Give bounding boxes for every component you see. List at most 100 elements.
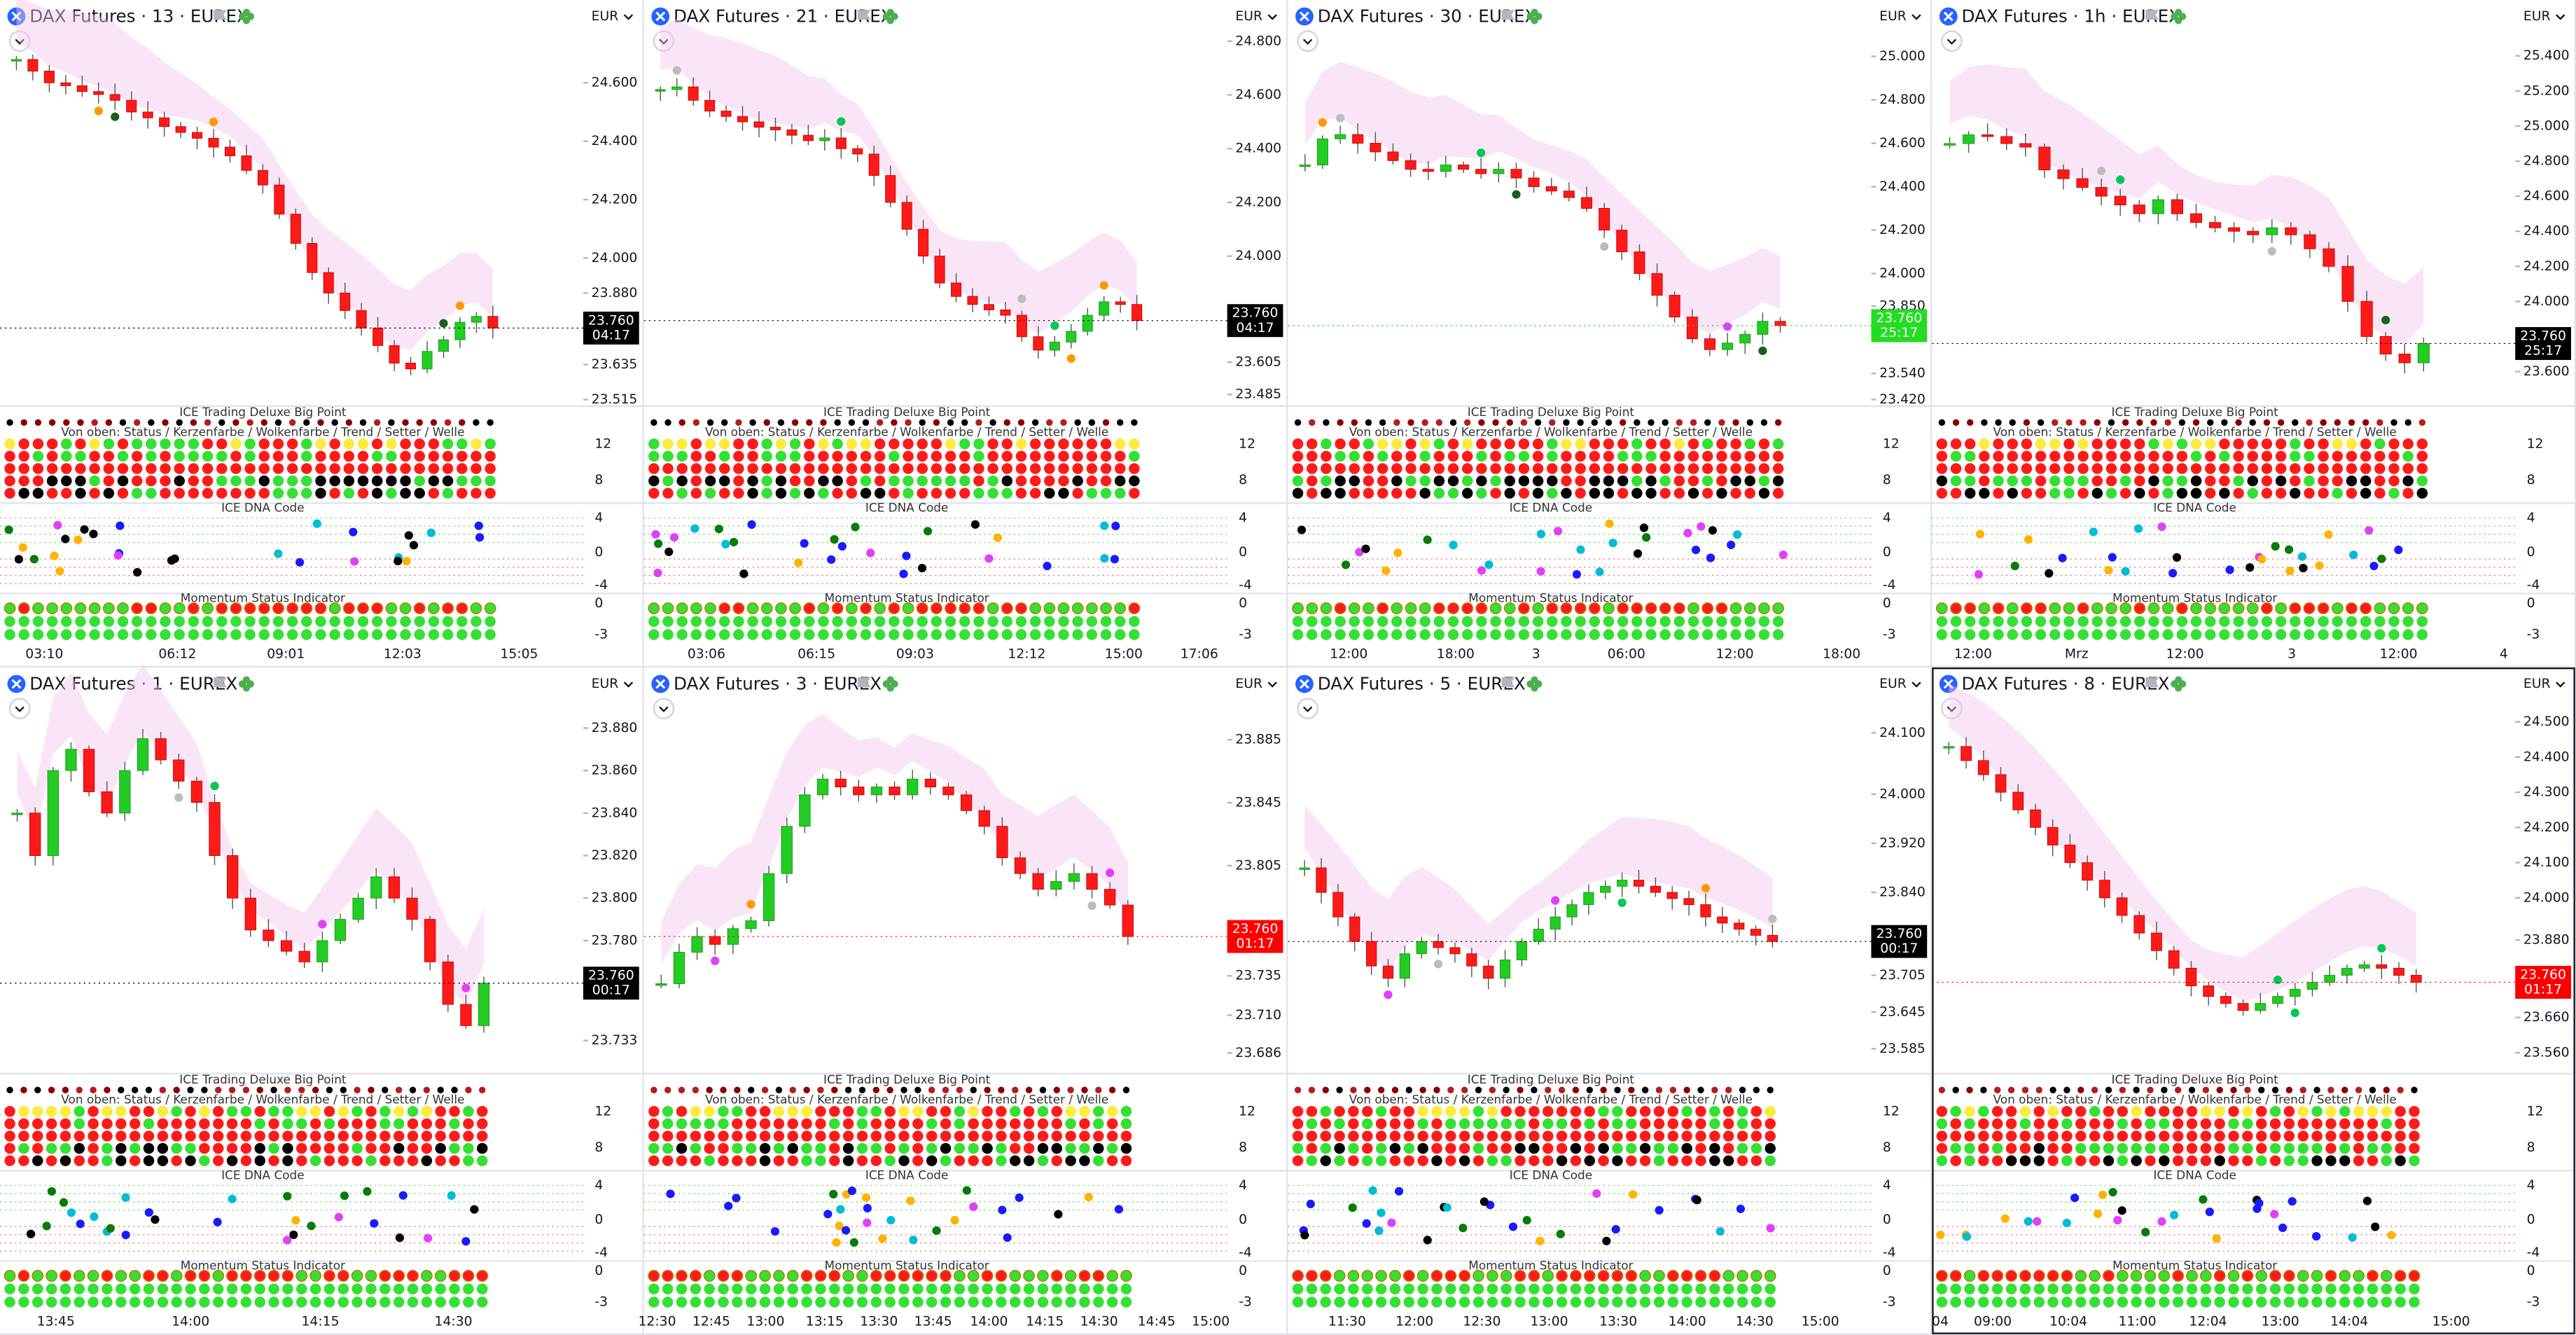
dropdown-button[interactable]	[1941, 30, 1963, 52]
candle	[2030, 809, 2041, 828]
indicator-dot	[323, 1118, 335, 1130]
momentum-dot	[2033, 1270, 2045, 1282]
momentum-dot	[4, 629, 15, 640]
indicator-dot	[2117, 1155, 2129, 1166]
indicator-dot	[2148, 450, 2159, 462]
momentum-dot	[1489, 602, 1502, 614]
momentum-dot	[386, 616, 397, 628]
indicator-dot	[1072, 487, 1083, 499]
dropdown-button[interactable]	[653, 698, 675, 719]
momentum-dot	[32, 629, 44, 640]
indicator-dot	[954, 1106, 966, 1117]
indicator-dot	[2159, 1130, 2170, 1142]
momentum-dot	[1129, 629, 1140, 640]
indicator-dot	[18, 475, 29, 487]
momentum-dot	[1603, 602, 1615, 614]
indicator-dot	[380, 1106, 391, 1117]
currency-label[interactable]: EUR	[1879, 677, 1907, 691]
indicator-dot	[400, 463, 411, 474]
momentum-dot	[995, 1270, 1008, 1282]
currency-label[interactable]: EUR	[1235, 677, 1262, 691]
indicator-dot	[2119, 438, 2131, 450]
status-dot	[2052, 419, 2059, 426]
momentum-dot	[1100, 616, 1112, 628]
status-dot	[1531, 1086, 1538, 1093]
indicator-dot	[1417, 1106, 1428, 1117]
momentum-dot	[18, 629, 29, 640]
candle	[1016, 314, 1027, 338]
indicator-dot	[856, 1106, 868, 1117]
momentum-dot	[931, 616, 942, 628]
status-dot	[48, 419, 56, 426]
dna-dot	[2369, 561, 2379, 571]
indicator-dot	[1681, 1155, 1692, 1166]
indicator-dot	[704, 1118, 715, 1130]
status-dot	[761, 1086, 769, 1093]
currency-label[interactable]: EUR	[592, 9, 619, 24]
chart-panel: DAX Futures · 8 · EUREX EUR24.50024.40024…	[1932, 667, 2576, 1335]
indicator-dot	[202, 438, 214, 450]
currency-label[interactable]: EUR	[1879, 9, 1907, 24]
indicator-dot	[982, 1130, 993, 1142]
momentum-dot	[282, 1283, 293, 1295]
momentum-dot	[1575, 629, 1586, 640]
indicator-dot	[88, 1155, 99, 1166]
indicator-dot	[1447, 438, 1459, 450]
indicator-dot	[1044, 450, 1055, 462]
dropdown-button[interactable]	[8, 30, 31, 52]
dropdown-button[interactable]	[1941, 698, 1963, 719]
indicator-dot	[1433, 450, 1445, 462]
dropdown-button[interactable]	[8, 698, 31, 719]
momentum-dot	[258, 616, 270, 628]
indicator-dot	[2409, 1130, 2420, 1142]
momentum-dot	[987, 616, 998, 628]
dna-dot	[863, 1203, 872, 1212]
currency-label[interactable]: EUR	[592, 677, 619, 691]
dna-dot	[470, 1205, 479, 1214]
status-dot	[2077, 1086, 2084, 1093]
dropdown-button[interactable]	[1297, 30, 1318, 52]
indicator-dot	[2269, 1130, 2281, 1142]
status-dot	[1379, 419, 1386, 426]
indicator-dot	[1518, 487, 1530, 499]
candle	[951, 282, 962, 297]
dna-dot	[1394, 1187, 1404, 1196]
candle	[934, 256, 945, 284]
indicator-dot	[2275, 463, 2287, 474]
indicator-dot	[648, 475, 660, 487]
indicator-dot	[171, 1118, 182, 1130]
candle	[2095, 187, 2108, 197]
currency-label[interactable]: EUR	[2523, 9, 2551, 24]
status-dot	[1003, 419, 1010, 426]
currency-label[interactable]: EUR	[2523, 677, 2551, 691]
indicator-dot	[2339, 1130, 2351, 1142]
indicator-dot	[2219, 450, 2230, 462]
dna-dot	[2104, 566, 2113, 575]
indicator-dot	[648, 1106, 660, 1117]
time-axis-label: 12:45	[692, 1315, 730, 1329]
dna-dot	[1936, 1230, 1945, 1240]
candle	[1014, 857, 1026, 874]
indicator-dot	[2117, 1106, 2129, 1117]
indicator-dot	[4, 1106, 15, 1117]
dropdown-button[interactable]	[1297, 698, 1318, 719]
currency-label[interactable]: EUR	[1235, 9, 1262, 24]
indicator-dot	[1044, 475, 1055, 487]
momentum-dot	[2367, 1283, 2379, 1295]
indicator-dot	[884, 1155, 896, 1166]
indicator-dot	[846, 450, 858, 462]
momentum-dot	[1417, 1283, 1428, 1295]
indicator-dot	[1584, 1142, 1596, 1154]
momentum-dot	[2061, 1270, 2073, 1282]
indicator-dot	[1764, 1106, 1776, 1117]
dropdown-button[interactable]	[653, 30, 675, 52]
indicator-dot	[2131, 1130, 2142, 1142]
indicator-tick-label: 12	[594, 436, 611, 451]
indicator-dot	[2091, 475, 2103, 487]
momentum-dot	[1476, 616, 1487, 628]
momentum-dot	[2158, 1270, 2171, 1282]
status-dot	[1966, 1086, 1973, 1093]
indicator-dot	[60, 1106, 71, 1117]
indicator-tick-label: 0	[1239, 1212, 1247, 1227]
indicator-dot	[1037, 1106, 1049, 1117]
